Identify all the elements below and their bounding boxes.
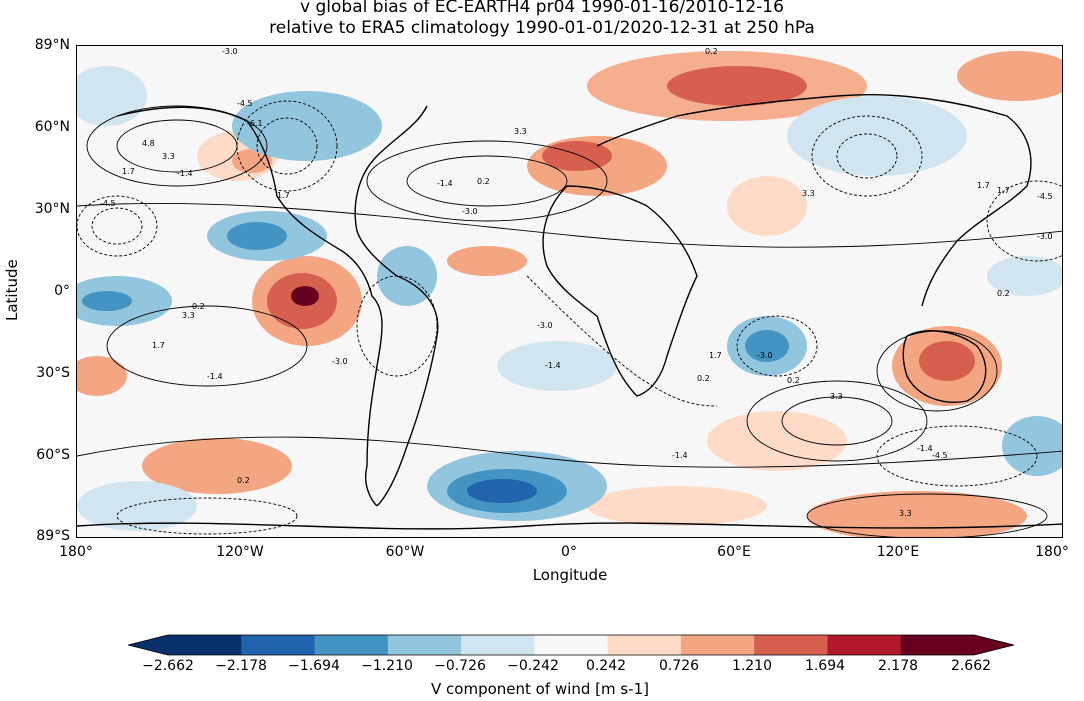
negative-contours — [77, 100, 1062, 535]
positive-bias-regions — [77, 51, 1062, 537]
colorbar-segment — [314, 635, 389, 655]
colorbar-tick: −0.726 — [434, 658, 486, 674]
contour-label: 0.2 — [192, 302, 205, 311]
colorbar-outline — [128, 634, 1014, 656]
colorbar-tick: −1.210 — [361, 658, 413, 674]
contour-label: 1.7 — [152, 341, 165, 350]
bias-field-map: -3.0 0.2-4.5-6.14.83.31.7 -1.41.7-3.03.30.… — [77, 46, 1062, 537]
contour-label: -1.4 — [207, 372, 223, 381]
colorbar-segment — [680, 635, 755, 655]
colorbar-segment — [241, 635, 316, 655]
contour-label: -4.5 — [237, 99, 253, 108]
colorbar-extend-high — [974, 635, 1014, 655]
contour-label: -3.0 — [462, 207, 478, 216]
contour-label: -3.0 — [1037, 232, 1053, 241]
contour-labels: -3.0 0.2-4.5-6.14.83.31.7 -1.41.7-3.03.30.… — [100, 47, 1053, 518]
contour-label: -1.4 — [545, 361, 561, 370]
map-title-line1: v global bias of EC-EARTH4 pr04 1990-01-… — [300, 0, 784, 17]
colorbar-segment — [387, 635, 462, 655]
colorbar-tick: 2.662 — [950, 658, 992, 674]
contour-label: -1.4 — [917, 444, 933, 453]
contour-label: -4.5 — [932, 451, 948, 460]
colorbar-tick: 0.242 — [585, 658, 627, 674]
contour-label: 1.7 — [997, 186, 1010, 195]
contour-label: -6.1 — [247, 119, 263, 128]
x-tick-120w: 120°W — [216, 544, 264, 560]
colorbar-segment — [461, 635, 535, 655]
negative-bias-regions — [77, 66, 1062, 531]
contour-label: 1.7 — [977, 181, 990, 190]
contour-label: 0.2 — [477, 177, 490, 186]
contour-label: 1.7 — [122, 167, 135, 176]
x-tick-60e: 60°E — [717, 544, 751, 560]
x-tick-0: 0° — [561, 544, 577, 560]
colorbar — [128, 634, 1014, 656]
contour-label: -3.0 — [332, 357, 348, 366]
contour-label: -3.0 — [537, 321, 553, 330]
x-tick-180e: 180° — [1035, 544, 1069, 560]
contour-label: 0.2 — [237, 476, 250, 485]
contour-label: -1.4 — [437, 179, 453, 188]
contour-label: -1.4 — [177, 169, 193, 178]
colorbar-tick: −0.242 — [507, 658, 559, 674]
contour-label: 3.3 — [162, 152, 175, 161]
contour-label: 0.2 — [787, 376, 800, 385]
contour-label: -4.5 — [100, 199, 116, 208]
x-tick-60w: 60°W — [385, 544, 425, 560]
contour-label: 3.3 — [182, 311, 195, 320]
colorbar-tick: 1.694 — [804, 658, 846, 674]
contour-label: 1.7 — [277, 191, 290, 200]
y-axis-label: Latitude — [3, 259, 21, 321]
contour-label: 3.3 — [802, 189, 815, 198]
x-tick-120e: 120°E — [876, 544, 920, 560]
contour-label: 4.8 — [142, 139, 155, 148]
contour-label: 0.2 — [697, 374, 710, 383]
colorbar-segment — [900, 635, 975, 655]
y-tick-0: 0° — [54, 283, 70, 299]
contour-label: 3.3 — [899, 509, 912, 518]
contour-label: 0.2 — [997, 289, 1010, 298]
x-axis-label: Longitude — [532, 566, 608, 584]
colorbar-tick: 2.178 — [877, 658, 919, 674]
colorbar-segment — [754, 635, 828, 655]
y-tick-89s: 89°S — [36, 528, 70, 544]
colorbar-tick: 1.210 — [731, 658, 773, 674]
map-title-line2: relative to ERA5 climatology 1990-01-01/… — [269, 18, 815, 38]
colorbar-extend-low — [128, 635, 168, 655]
y-tick-60s: 60°S — [36, 447, 70, 463]
y-tick-89n: 89°N — [34, 37, 70, 53]
map-plot-area: -3.0 0.2 -4.5 -6.1 4.8 3.3 1.7 -1.4 1.7 -3.0 3.3 0.… — [76, 45, 1063, 538]
x-tick-180w: 180° — [59, 544, 93, 560]
colorbar-segment — [168, 635, 242, 655]
colorbar-segment — [534, 635, 609, 655]
y-tick-30n: 30°N — [34, 201, 70, 217]
contour-label: -4.5 — [1037, 192, 1053, 201]
contour-label: 1.7 — [709, 351, 722, 360]
colorbar-segment — [827, 635, 902, 655]
contour-label: 0.2 — [705, 47, 718, 56]
colorbar-label: V component of wind [m s-1] — [431, 680, 649, 698]
positive-contours — [77, 105, 1062, 537]
colorbar-tick: −1.694 — [288, 658, 340, 674]
contour-label: 3.3 — [830, 392, 843, 401]
colorbar-tick: −2.662 — [142, 658, 194, 674]
y-tick-60n: 60°N — [34, 119, 70, 135]
contour-label: -3.0 — [222, 47, 238, 56]
contour-label: -1.4 — [672, 451, 688, 460]
y-tick-30s: 30°S — [36, 365, 70, 381]
contour-label: 3.3 — [514, 127, 527, 136]
contour-label: -3.0 — [757, 351, 773, 360]
colorbar-tick: 0.726 — [658, 658, 700, 674]
colorbar-tick: −2.178 — [215, 658, 267, 674]
colorbar-segment — [607, 635, 682, 655]
